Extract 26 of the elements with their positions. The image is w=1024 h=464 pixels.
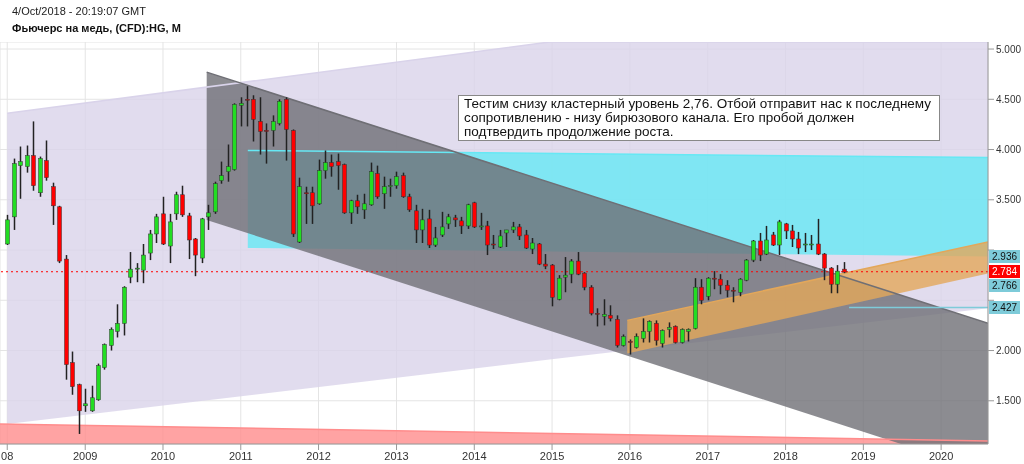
y-tick-label: 4.000 — [996, 144, 1022, 156]
x-tick-label: 08 — [1, 449, 14, 462]
y-tick-label: 3.500 — [996, 194, 1022, 206]
x-tick-label: 2015 — [539, 449, 565, 462]
x-tick-label: 2010 — [150, 449, 176, 462]
x-tick-label: 2019 — [851, 449, 876, 462]
y-tick-label: 1.500 — [996, 395, 1022, 407]
y-tick-label: 5.000 — [996, 43, 1022, 55]
x-tick-label: 2012 — [306, 449, 331, 462]
x-tick-label: 2014 — [462, 449, 487, 462]
annotation: Тестим снизу кластерный уровень 2,76. Отбой отправит нас к последнему сопротивлению - низу бирюзового канала. Его пробой должен подтвердить продолжение роста. — [458, 95, 940, 141]
y-tick-label: 4.500 — [996, 93, 1022, 105]
x-tick-label: 2016 — [617, 449, 643, 462]
chart-title: Фьючерс на медь, (CFD):HG, M — [12, 22, 181, 34]
annotation: 2.766 — [989, 278, 1021, 292]
x-tick-label: 2020 — [928, 449, 954, 462]
text: 4/Oct/2018 - 20:19:07 GMT — [12, 5, 146, 17]
x-tick-label: 2013 — [384, 449, 409, 462]
x-tick-label: 2017 — [695, 449, 721, 462]
y-tick-label: 2.000 — [996, 345, 1022, 357]
x-tick-label: 2011 — [228, 449, 253, 462]
ref-line-label: 2.784 — [989, 265, 1021, 279]
x-tick-label: 2018 — [773, 449, 798, 462]
annotation: 2.936 — [989, 249, 1021, 263]
annotation: 2.427 — [989, 301, 1021, 315]
x-tick-label: 2009 — [72, 449, 98, 462]
